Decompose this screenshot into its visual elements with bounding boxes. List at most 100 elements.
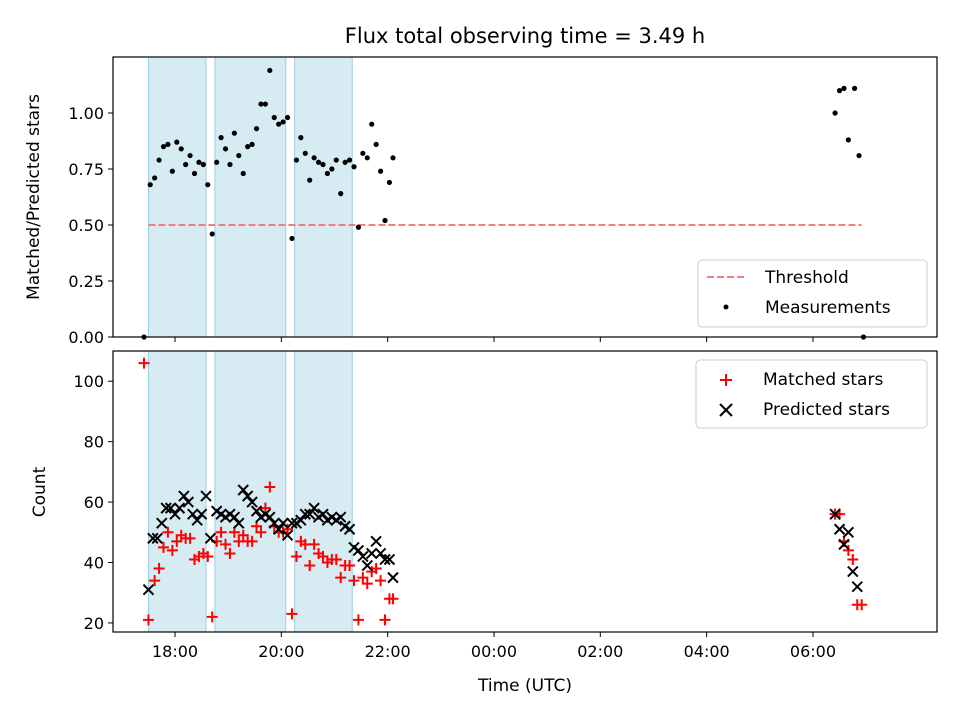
top-y-ticks: 0.00 0.25 0.50 0.75 1.00 xyxy=(68,104,113,347)
measurement-point-34 xyxy=(293,157,300,163)
matched-star-point-33 xyxy=(286,608,298,620)
measurement-point-35 xyxy=(298,135,304,141)
measurement-point-51 xyxy=(369,121,375,127)
measurement-point-29 xyxy=(271,114,277,121)
measurement-point-2 xyxy=(152,175,158,181)
matched-star-point-2 xyxy=(149,575,161,587)
measurement-point-11 xyxy=(191,170,198,177)
measurement-point-20 xyxy=(231,130,237,136)
predicted-star-point-29 xyxy=(272,523,285,535)
predicted-stars-series xyxy=(142,484,863,596)
measurement-point-30 xyxy=(276,121,282,127)
matched-star-point-32 xyxy=(282,523,294,535)
bottom-x-tick-label-2: 22:00 xyxy=(365,642,411,661)
predicted-star-point-27 xyxy=(264,511,276,523)
matched-star-point-15 xyxy=(206,611,218,623)
matched-star-point-22 xyxy=(237,529,249,541)
matched-star-point-60 xyxy=(842,544,854,556)
measurement-point-9 xyxy=(183,161,189,168)
matched-star-point-17 xyxy=(215,526,227,538)
bottom-y-axis-label: Count xyxy=(30,466,50,517)
measurement-point-7 xyxy=(174,139,180,145)
top-y-tick-label-0: 0.00 xyxy=(68,328,104,347)
top-y-tick-label-1: 0.25 xyxy=(68,272,104,291)
matched-star-point-14 xyxy=(202,550,214,562)
predicted-star-point-30 xyxy=(277,517,289,529)
measurement-point-26 xyxy=(258,101,264,107)
bottom-y-tick-label-2: 60 xyxy=(84,493,104,512)
predicted-star-point-61 xyxy=(851,580,863,593)
matched-star-point-53 xyxy=(375,575,387,587)
predicted-star-point-37 xyxy=(308,502,320,514)
predicted-star-point-4 xyxy=(160,502,172,514)
measurement-point-45 xyxy=(342,159,348,165)
measurement-point-27 xyxy=(262,101,268,107)
predicted-star-point-39 xyxy=(317,508,329,520)
predicted-legend-handle xyxy=(719,403,733,417)
predicted-star-point-5 xyxy=(164,502,177,514)
predicted-star-point-47 xyxy=(352,544,365,557)
predicted-star-point-12 xyxy=(195,508,208,520)
bottom-x-tick-label-1: 20:00 xyxy=(258,642,304,661)
figure-title: Flux total observing time = 3.49 h xyxy=(345,24,705,48)
predicted-star-point-49 xyxy=(361,559,373,572)
bottom-shaded-intervals xyxy=(147,350,353,633)
predicted-star-point-57 xyxy=(833,523,846,535)
matched-star-point-37 xyxy=(304,560,316,572)
predicted-star-point-56 xyxy=(829,508,841,520)
measurement-point-8 xyxy=(178,146,184,152)
bottom-x-tick-label-6: 06:00 xyxy=(790,642,836,661)
threshold-legend-label: Threshold xyxy=(764,268,849,288)
top-shaded-intervals xyxy=(147,56,353,338)
predicted-star-point-24 xyxy=(250,505,263,517)
measurement-point-50 xyxy=(364,155,370,161)
measurement-point-47 xyxy=(351,164,357,170)
measurements-legend-label: Measurements xyxy=(765,298,891,318)
predicted-star-point-6 xyxy=(169,508,181,520)
predicted-star-point-28 xyxy=(268,517,280,529)
bottom-legend: Matched stars Predicted stars xyxy=(695,359,928,429)
measurement-point-3 xyxy=(156,157,162,163)
measurement-point-21 xyxy=(236,152,242,159)
measurement-point-61 xyxy=(852,85,858,91)
predicted-star-point-14 xyxy=(204,532,217,545)
predicted-star-point-19 xyxy=(228,511,241,523)
matched-star-point-18 xyxy=(220,538,232,550)
matched-star-point-5 xyxy=(162,526,174,538)
bottom-x-ticks: 18:00 20:00 22:00 00:00 02:00 04:00 06:00 xyxy=(152,632,836,661)
measurement-point-24 xyxy=(249,141,255,147)
predicted-star-point-3 xyxy=(156,517,168,529)
measurement-point-46 xyxy=(346,157,353,163)
predicted-star-point-59 xyxy=(842,526,855,538)
measurement-point-56 xyxy=(390,155,396,161)
matched-star-point-54 xyxy=(379,614,391,626)
matched-star-point-24 xyxy=(246,535,258,547)
measurement-point-44 xyxy=(338,191,344,197)
matched-star-point-6 xyxy=(166,544,178,556)
top-legend-box xyxy=(697,259,928,328)
predicted-star-point-8 xyxy=(178,490,190,502)
matched-star-point-4 xyxy=(158,541,170,553)
bottom-legend-box xyxy=(695,359,928,429)
matched-star-point-48 xyxy=(352,614,364,626)
measurement-point-17 xyxy=(218,135,224,141)
measurement-point-31 xyxy=(280,119,286,125)
predicted-star-point-34 xyxy=(295,514,307,526)
measurement-point-48 xyxy=(355,224,362,230)
predicted-star-point-0 xyxy=(142,583,155,596)
measurement-point-32 xyxy=(284,114,291,121)
predicted-star-point-7 xyxy=(173,502,186,514)
measurement-point-33 xyxy=(289,235,295,242)
measurement-point-15 xyxy=(209,231,215,237)
measurement-point-12 xyxy=(196,159,202,165)
predicted-star-point-20 xyxy=(233,517,245,529)
predicted-star-point-50 xyxy=(366,547,378,560)
measurement-point-54 xyxy=(382,217,388,224)
measurement-point-60 xyxy=(845,137,851,143)
bottom-x-tick-label-0: 18:00 xyxy=(152,642,198,661)
measurement-point-10 xyxy=(187,152,193,159)
predicted-star-point-13 xyxy=(200,490,212,502)
bottom-y-ticks: 20 40 60 80 100 xyxy=(73,372,113,633)
predicted-star-point-22 xyxy=(241,490,254,502)
measurement-point-58 xyxy=(836,88,843,94)
